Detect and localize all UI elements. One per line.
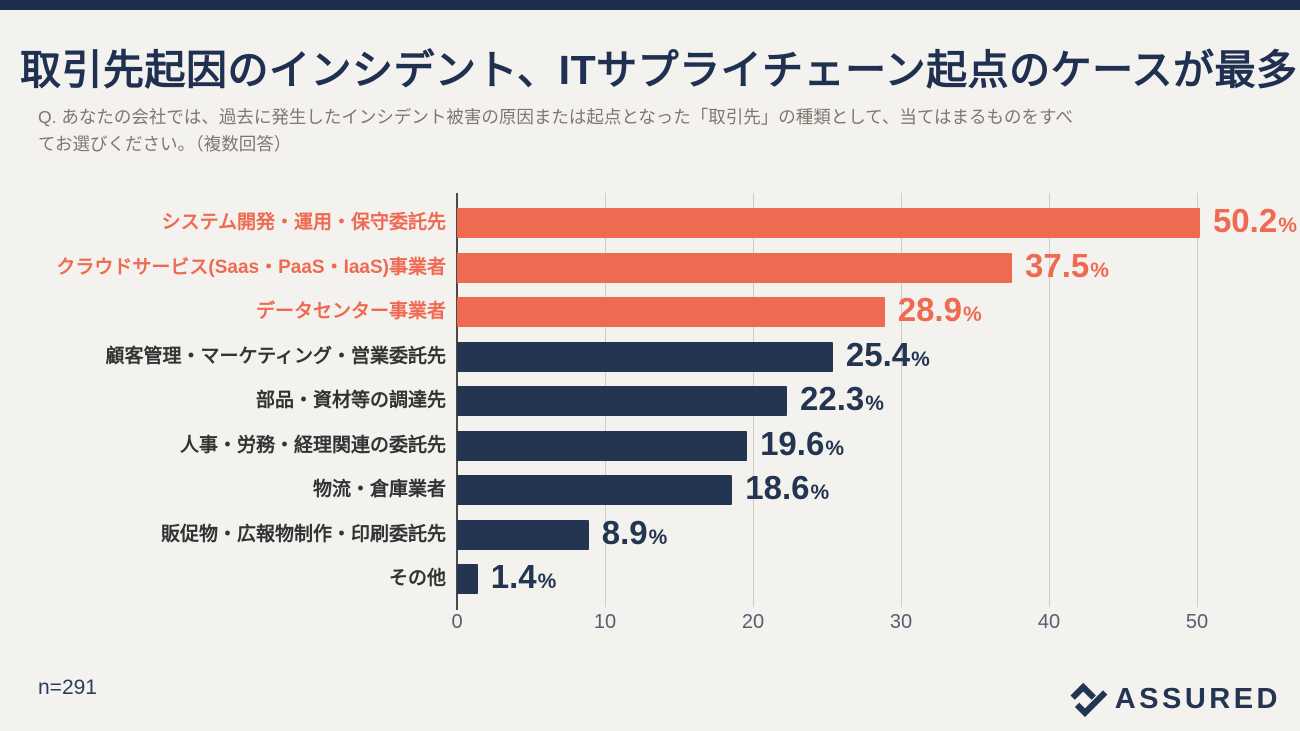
bar	[457, 520, 589, 550]
category-label: 部品・資材等の調達先	[255, 390, 446, 411]
value-label: 18.6%	[745, 469, 829, 507]
value-unit: %	[1278, 214, 1297, 237]
category-label: システム開発・運用・保守委託先	[161, 212, 446, 233]
category-label: 物流・倉庫業者	[312, 479, 446, 500]
gridline	[1197, 193, 1198, 607]
brand-logo: ASSURED	[1069, 681, 1281, 718]
bar	[457, 431, 748, 461]
value-number: 50.2	[1212, 202, 1278, 239]
value-unit: %	[537, 570, 557, 593]
bar	[457, 564, 478, 594]
value-number: 19.6	[760, 425, 825, 462]
value-number: 28.9	[897, 291, 962, 328]
bar	[457, 386, 788, 416]
gridline	[901, 193, 902, 607]
value-number: 25.4	[845, 336, 911, 373]
x-axis-tick-label: 10	[593, 611, 617, 633]
value-label: 19.6%	[760, 425, 844, 463]
value-label: 50.2%	[1213, 202, 1297, 240]
value-label: 22.3%	[800, 380, 884, 418]
value-unit: %	[962, 303, 982, 326]
value-unit: %	[825, 437, 844, 460]
survey-question-line2: てお選びください。（複数回答）	[38, 134, 292, 154]
brand-name: ASSURED	[1114, 683, 1281, 715]
value-unit: %	[865, 392, 884, 415]
value-label: 37.5%	[1025, 247, 1109, 285]
value-unit: %	[648, 526, 668, 549]
x-axis-tick-label: 50	[1185, 611, 1209, 633]
value-number: 18.6	[745, 469, 810, 506]
category-label: 販促物・広報物制作・印刷委託先	[160, 524, 446, 545]
x-axis-tick-label: 40	[1037, 611, 1061, 633]
value-label: 28.9%	[898, 291, 982, 329]
value-number: 1.4	[490, 558, 537, 595]
x-axis-tick-label: 0	[451, 611, 463, 633]
assured-logo-icon	[1070, 682, 1108, 718]
value-label: 25.4%	[846, 336, 930, 374]
top-accent-bar	[0, 0, 1300, 10]
category-label: 人事・労務・経理関連の委託先	[179, 435, 446, 456]
survey-question: Q. あなたの会社では、過去に発生したインシデント被害の原因または起点となった「…	[38, 104, 1268, 158]
sample-size: n=291	[38, 676, 97, 699]
bar	[457, 475, 733, 505]
value-unit: %	[1090, 259, 1109, 282]
value-unit: %	[810, 481, 830, 504]
bar	[457, 297, 885, 327]
value-number: 8.9	[601, 514, 648, 551]
gridline	[1049, 193, 1050, 607]
value-number: 37.5	[1025, 247, 1090, 284]
page-title: 取引先起因のインシデント、ITサプライチェーン起点のケースが最多	[20, 47, 1298, 93]
x-axis-tick-label: 20	[741, 611, 765, 633]
bar	[457, 253, 1012, 283]
bar	[457, 342, 833, 372]
value-label: 1.4%	[491, 558, 557, 596]
category-label: データセンター事業者	[255, 301, 446, 322]
bar	[457, 208, 1200, 238]
value-unit: %	[911, 348, 930, 371]
category-label: その他	[388, 568, 446, 589]
survey-question-line1: Q. あなたの会社では、過去に発生したインシデント被害の原因または起点となった「…	[38, 107, 1073, 127]
value-number: 22.3	[800, 380, 865, 417]
category-label: クラウドサービス(Saas・PaaS・IaaS)事業者	[56, 257, 446, 278]
x-axis-tick-label: 30	[889, 611, 913, 633]
value-label: 8.9%	[602, 514, 668, 552]
category-label: 顧客管理・マーケティング・営業委託先	[105, 346, 446, 367]
